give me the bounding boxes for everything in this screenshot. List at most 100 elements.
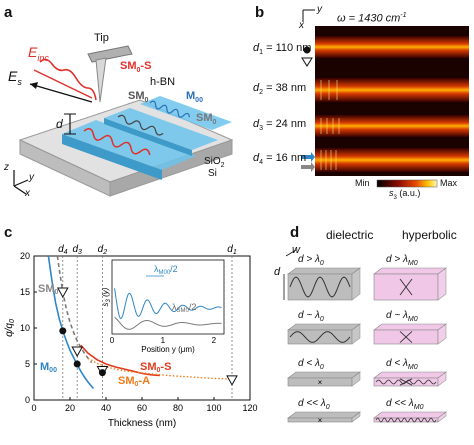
hbn-strip-2 <box>104 108 218 150</box>
inset-y-axis-label: s3 (y) <box>101 287 112 306</box>
inset-x-axis-label: Position y (μm) <box>141 345 195 354</box>
sm0-a-curve-label: SM0-A <box>118 375 150 388</box>
marker-triangle <box>226 375 238 386</box>
panel-b-letter: b <box>255 4 265 21</box>
x-axis-label: Thickness (nm) <box>108 418 176 429</box>
row-label-d4: d4 = 16 nm <box>253 152 307 167</box>
scattered-arrow <box>29 83 93 103</box>
marker-dot <box>98 369 106 377</box>
marker-triangle-d1 <box>301 57 313 67</box>
marker-dot <box>73 360 81 368</box>
m00-label: M00 <box>186 90 203 105</box>
hyperbolic-slab-3-side <box>437 371 447 387</box>
hyperbolic-slab-3-top <box>373 371 447 379</box>
series-sm0-line <box>56 255 93 364</box>
d-label: d <box>56 117 63 131</box>
axis-y <box>13 179 29 187</box>
hyperbolic-slab-1-side <box>437 267 447 301</box>
hyperbolic-cross-b-1 <box>399 278 413 296</box>
top-d-label: d4 <box>58 244 68 256</box>
dielectric-cutoff-3: × <box>318 378 323 387</box>
hyperbolic-mode-4 <box>375 417 437 423</box>
sm0-right-label: SM0 <box>196 112 217 127</box>
sio2-label: SiO2 <box>204 156 225 169</box>
axis-x <box>13 185 27 195</box>
dielectric-row-label-2: d ~ λ0 <box>298 310 324 323</box>
tip-label: Tip <box>94 32 109 44</box>
row-label-d1: d1 = 110 nm <box>253 42 312 57</box>
dielectric-slab-4-top <box>287 411 361 419</box>
hyperbolic-mode-3 <box>375 379 437 385</box>
y-tick-label: 15 <box>20 287 30 297</box>
dielectric-slab-1-side <box>351 267 361 301</box>
inset-series-sm0 <box>114 316 222 330</box>
arrow-gray-d4 <box>301 162 315 172</box>
panel-b: b ω = 1430 cm-1 <box>237 0 474 205</box>
axis-x-label: x <box>25 188 30 199</box>
hbn-strip-1 <box>62 120 196 170</box>
hbn-label: h-BN <box>150 76 176 88</box>
panel-a-letter: a <box>4 4 13 21</box>
dielectric-slab-2-top <box>287 323 361 331</box>
m00-curve-label: M00 <box>40 361 57 374</box>
fringe-lines <box>320 80 340 170</box>
inset-x-tick-label: 1 <box>161 336 166 345</box>
dielectric-slab-3-top <box>287 371 361 379</box>
y-tick-label: 5 <box>25 359 30 369</box>
sm0-s-curve-label: SM0-S <box>140 361 171 374</box>
ir-stripe-d1 <box>315 36 469 58</box>
dielectric-row-label-1: d > λ0 <box>298 254 324 267</box>
top-d-label: d1 <box>227 244 237 256</box>
axis-y-label-b: y <box>317 4 322 15</box>
sm0-curve-label: SM0 <box>38 283 59 296</box>
inset-x-tick-label: 0 <box>110 336 115 345</box>
ir-stripe-d4 <box>315 148 469 172</box>
col-hyperbolic-header: hyperbolic <box>402 228 457 242</box>
w-dimension-line <box>285 249 297 257</box>
colorbar-max: Max <box>440 178 458 188</box>
hyperbolic-slab-2-side <box>437 323 447 345</box>
hyperbolic-slab-1-top <box>373 267 447 275</box>
sm0-mid-label: SM0 <box>128 90 149 105</box>
x-tick-label: 0 <box>31 403 36 413</box>
x-tick-label: 40 <box>101 403 111 413</box>
colorbar-min: Min <box>355 178 370 188</box>
y-tick-label: 10 <box>20 323 30 333</box>
col-dielectric-header: dielectric <box>326 228 374 242</box>
series-sm0-a-line <box>87 357 233 380</box>
inset-series-m00 <box>114 288 222 320</box>
si-label: Si <box>208 168 217 179</box>
wave-m00 <box>149 100 191 118</box>
colorbar-unit: s3 (a.u.) <box>389 188 421 201</box>
axis-z-label: z <box>4 162 9 173</box>
incident-arrow <box>33 69 93 99</box>
inset-frame <box>111 259 225 335</box>
incident-beam <box>39 58 97 101</box>
dielectric-mode-1 <box>289 276 351 298</box>
nano-ir-images <box>301 9 469 188</box>
hyperbolic-row-label-3: d < λM0 <box>386 358 418 371</box>
panel-a-illustration <box>13 45 234 197</box>
scattered-arrowhead <box>30 82 38 89</box>
row-label-d3: d3 = 24 nm <box>253 118 307 133</box>
hyperbolic-row-label-2: d ~ λM0 <box>386 310 418 323</box>
tip-cantilever <box>87 45 133 63</box>
marker-triangle <box>56 287 69 299</box>
hbn-strip-1-side <box>62 134 162 180</box>
panel-c: c 0 20 40 60 80 100 120 0 5 10 15 20 Thickness (nm) q… <box>0 222 262 440</box>
hyperbolic-slab-2-top <box>373 323 447 331</box>
e-s-label: Es <box>8 68 22 87</box>
wave-sm0-s <box>83 128 151 156</box>
hbn-strip-3 <box>140 96 232 130</box>
omega-label: ω = 1430 cm-1 <box>337 12 407 25</box>
sm0-s-label: SM0-S <box>120 60 152 75</box>
dielectric-slab-4-side <box>351 411 361 423</box>
series-sm0-s-line <box>80 344 161 377</box>
axis-x-label-b: x <box>299 20 304 31</box>
hyperbolic-row-label-1: d > λM0 <box>386 254 418 267</box>
wave-sm0-mid <box>117 114 164 136</box>
panel-d: d dielectric hyperbolic × × w d d > λ0 d >… <box>262 222 474 440</box>
panel-d-letter: d <box>290 224 300 241</box>
arrow-blue-d4 <box>301 152 315 162</box>
